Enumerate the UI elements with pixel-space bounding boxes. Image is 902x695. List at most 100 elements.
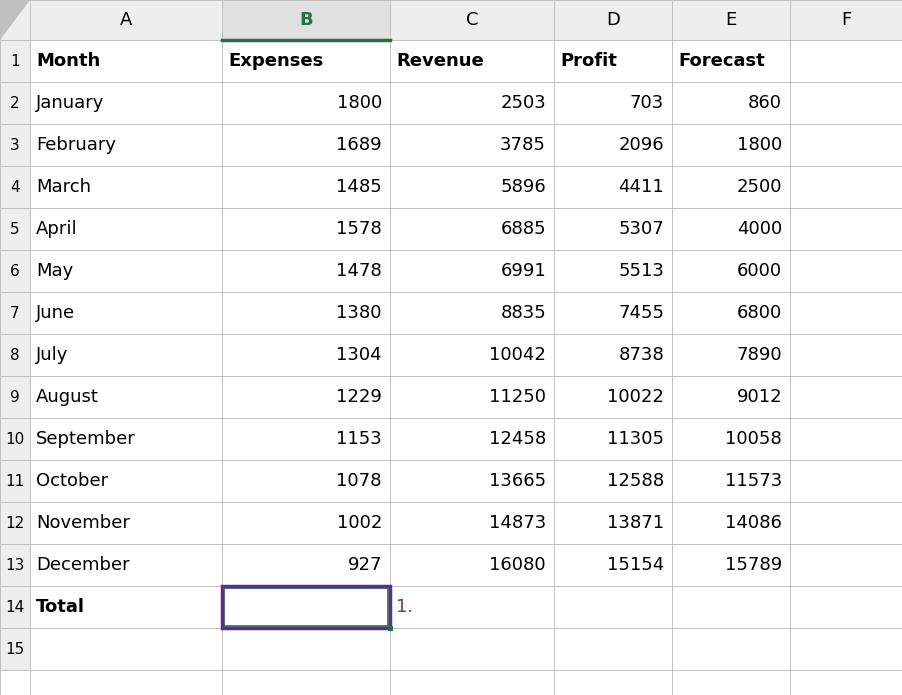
Text: 6885: 6885 [501, 220, 546, 238]
Text: 5896: 5896 [501, 178, 546, 196]
Text: 14: 14 [5, 600, 24, 614]
Text: 3785: 3785 [500, 136, 546, 154]
Bar [0, 0, 30, 40]
Text: June: June [36, 304, 75, 322]
Text: 2: 2 [10, 95, 20, 111]
Text: 7455: 7455 [618, 304, 664, 322]
Text: 8: 8 [10, 348, 20, 363]
Bar [222, 0, 390, 40]
Text: 2096: 2096 [619, 136, 664, 154]
Text: 1689: 1689 [336, 136, 382, 154]
Text: Forecast: Forecast [678, 52, 765, 70]
Text: 13: 13 [5, 557, 24, 573]
Text: March: March [36, 178, 91, 196]
Text: 4411: 4411 [618, 178, 664, 196]
Text: C: C [465, 11, 478, 29]
Text: Expenses: Expenses [228, 52, 323, 70]
Text: 10058: 10058 [725, 430, 782, 448]
Text: 4000: 4000 [737, 220, 782, 238]
Text: E: E [725, 11, 737, 29]
Bar [224, 588, 388, 626]
Text: December: December [36, 556, 130, 574]
Text: August: August [36, 388, 99, 406]
Bar [0, 502, 30, 544]
Text: 1304: 1304 [336, 346, 382, 364]
Bar [222, 586, 390, 628]
Bar [0, 292, 30, 334]
Text: 4: 4 [10, 179, 20, 195]
Text: 1.: 1. [396, 598, 413, 616]
Text: April: April [36, 220, 78, 238]
Text: 14086: 14086 [725, 514, 782, 532]
Text: 7: 7 [10, 306, 20, 320]
Text: Total: Total [36, 598, 85, 616]
Text: 5307: 5307 [618, 220, 664, 238]
Text: May: May [36, 262, 73, 280]
Bar [0, 376, 30, 418]
Text: 1153: 1153 [336, 430, 382, 448]
Text: 9: 9 [10, 389, 20, 404]
Text: July: July [36, 346, 69, 364]
Text: January: January [36, 94, 105, 112]
Bar [0, 40, 30, 82]
Text: 6: 6 [10, 263, 20, 279]
Text: 1: 1 [10, 54, 20, 69]
Text: 10022: 10022 [607, 388, 664, 406]
Text: Month: Month [36, 52, 100, 70]
Text: 13871: 13871 [607, 514, 664, 532]
Text: February: February [36, 136, 116, 154]
Text: A: A [120, 11, 133, 29]
Text: 15789: 15789 [724, 556, 782, 574]
Text: 10042: 10042 [489, 346, 546, 364]
Bar [0, 460, 30, 502]
Text: F: F [841, 11, 851, 29]
Text: 5: 5 [10, 222, 20, 236]
Text: Revenue: Revenue [396, 52, 483, 70]
Text: 2503: 2503 [501, 94, 546, 112]
Text: 1485: 1485 [336, 178, 382, 196]
Text: Profit: Profit [560, 52, 617, 70]
Text: 1478: 1478 [336, 262, 382, 280]
Bar [0, 334, 30, 376]
Text: 1078: 1078 [336, 472, 382, 490]
Text: 1380: 1380 [336, 304, 382, 322]
Text: 12458: 12458 [489, 430, 546, 448]
Text: 6000: 6000 [737, 262, 782, 280]
Bar [388, 626, 392, 630]
Text: September: September [36, 430, 135, 448]
Text: 13665: 13665 [489, 472, 546, 490]
Text: 12: 12 [5, 516, 24, 530]
Bar [0, 82, 30, 124]
Text: 14873: 14873 [489, 514, 546, 532]
Text: 7890: 7890 [736, 346, 782, 364]
Text: 703: 703 [630, 94, 664, 112]
Text: 11: 11 [5, 473, 24, 489]
Text: 8738: 8738 [618, 346, 664, 364]
Text: 15: 15 [5, 641, 24, 657]
Bar [0, 0, 902, 40]
Text: 2500: 2500 [737, 178, 782, 196]
Text: 6991: 6991 [501, 262, 546, 280]
Text: 1578: 1578 [336, 220, 382, 238]
Text: 1800: 1800 [336, 94, 382, 112]
Text: 3: 3 [10, 138, 20, 152]
Bar [0, 418, 30, 460]
Bar [0, 586, 30, 628]
Text: 15154: 15154 [607, 556, 664, 574]
Bar [0, 628, 30, 670]
Bar [0, 124, 30, 166]
Text: D: D [606, 11, 620, 29]
Text: 5513: 5513 [618, 262, 664, 280]
Text: B: B [299, 11, 313, 29]
Text: 9012: 9012 [736, 388, 782, 406]
Text: 927: 927 [347, 556, 382, 574]
Polygon shape [0, 0, 30, 40]
Text: 860: 860 [748, 94, 782, 112]
Text: 1229: 1229 [336, 388, 382, 406]
Text: 6800: 6800 [737, 304, 782, 322]
Bar [0, 250, 30, 292]
Text: 1800: 1800 [737, 136, 782, 154]
Text: 16080: 16080 [490, 556, 546, 574]
Text: 11250: 11250 [489, 388, 546, 406]
Text: 8835: 8835 [501, 304, 546, 322]
